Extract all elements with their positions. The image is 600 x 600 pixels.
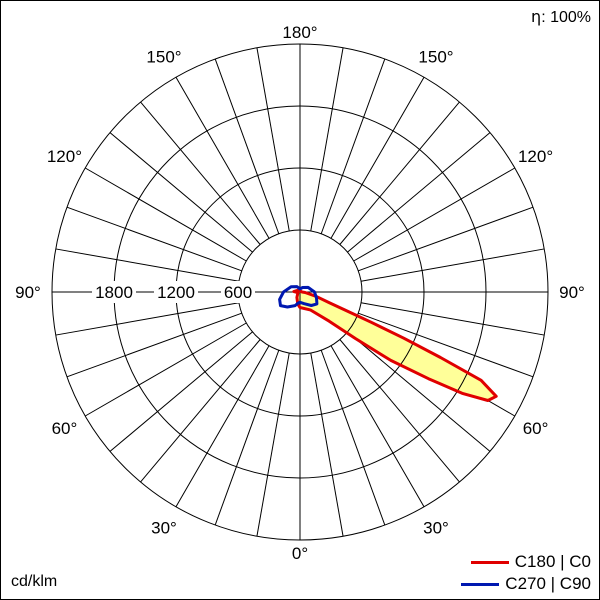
spoke-line	[358, 312, 534, 378]
angle-tick-label: 60°	[523, 419, 549, 438]
spoke-line	[256, 47, 290, 232]
spoke-line	[347, 132, 491, 253]
spoke-line	[320, 58, 386, 234]
angle-tick-label: 120°	[518, 147, 553, 166]
efficiency-symbol: η	[531, 7, 542, 26]
legend-item-c180-c0: C180 | C0	[461, 551, 591, 573]
spoke-line	[214, 58, 280, 234]
radial-tick-bg	[154, 281, 198, 303]
series-line-0	[292, 288, 498, 402]
angle-tick-label: 90°	[559, 283, 585, 302]
spoke-line	[330, 345, 425, 508]
spoke-line	[55, 302, 240, 336]
spoke-line	[84, 167, 247, 262]
legend-label-c180-c0: C180 | C0	[514, 552, 591, 571]
spoke-line	[339, 101, 460, 245]
radial-tick-label: 1800	[95, 283, 133, 302]
spoke-line	[310, 352, 344, 537]
spoke-line	[66, 312, 242, 378]
spoke-line	[330, 76, 425, 239]
series-line-1	[278, 285, 319, 309]
radial-tick-bg	[221, 281, 255, 303]
spoke-line	[175, 76, 270, 239]
spoke-line	[360, 248, 545, 282]
spoke-line	[66, 206, 242, 272]
legend-swatch-c180-c0	[470, 560, 509, 564]
angle-tick-label: 90°	[15, 283, 41, 302]
angle-tick-label: 180°	[282, 23, 317, 42]
efficiency-value: : 100%	[541, 9, 591, 26]
spoke-line	[109, 331, 253, 452]
angle-tick-label: 150°	[146, 47, 181, 66]
radial-tick-bg	[92, 281, 136, 303]
unit-label: cd/klm	[11, 573, 58, 590]
angle-tick-label: 120°	[47, 147, 82, 166]
spoke-line	[175, 345, 270, 508]
angle-tick-label: 150°	[418, 47, 453, 66]
angle-tick-label: 30°	[423, 519, 449, 538]
spoke-line	[358, 206, 534, 272]
series-fill-0	[293, 290, 497, 401]
spoke-line	[360, 302, 545, 336]
legend-swatch-c270-c90	[461, 582, 500, 586]
spoke-line	[84, 322, 247, 417]
spoke-line	[256, 352, 290, 537]
angle-tick-label: 30°	[151, 519, 177, 538]
legend-label-c270-c90: C270 | C90	[505, 574, 591, 593]
legend: C180 | C0 C270 | C90	[461, 551, 591, 595]
spoke-line	[140, 101, 261, 245]
spoke-line	[353, 167, 516, 262]
angle-tick-label: 0°	[292, 544, 308, 563]
spoke-line	[320, 350, 386, 526]
spoke-line	[339, 339, 460, 483]
spoke-line	[347, 331, 491, 452]
spoke-line	[55, 248, 240, 282]
spoke-line	[310, 47, 344, 232]
angle-tick-label: 60°	[52, 419, 78, 438]
spoke-line	[214, 350, 280, 526]
legend-item-c270-c90: C270 | C90	[461, 573, 591, 595]
radial-tick-label: 600	[224, 283, 252, 302]
radial-tick-label: 1200	[157, 283, 195, 302]
spoke-line	[109, 132, 253, 253]
efficiency-label: η: 100%	[531, 7, 591, 27]
spoke-line	[140, 339, 261, 483]
